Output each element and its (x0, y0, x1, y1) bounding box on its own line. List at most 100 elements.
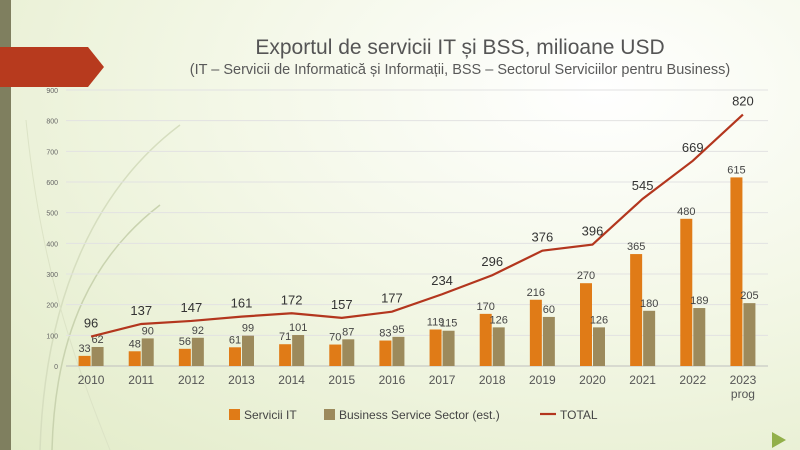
data-label-total: 161 (231, 296, 253, 311)
bar-servicii-it (429, 329, 442, 366)
x-tick-label: 2013 (228, 373, 255, 387)
x-tick-label: 2017 (429, 373, 456, 387)
y-tick-label: 400 (46, 241, 58, 248)
x-tick-label: 2012 (178, 373, 205, 387)
bar-servicii-it (630, 254, 643, 366)
y-tick-label: 100 (46, 333, 58, 340)
data-label-bss: 99 (242, 323, 254, 335)
bar-servicii-it (479, 313, 492, 366)
data-label-total: 296 (481, 254, 503, 269)
bar-bss (743, 303, 756, 366)
data-label-bss: 189 (690, 295, 708, 307)
data-label-total: 147 (181, 300, 203, 315)
legend-label-it: Servicii IT (244, 408, 297, 422)
legend-label-bss: Business Service Sector (est.) (339, 408, 500, 422)
bar-bss (342, 339, 355, 366)
data-label-bss: 126 (490, 314, 508, 326)
bar-bss (392, 336, 405, 366)
bar-servicii-it (178, 348, 191, 366)
data-label-total: 820 (732, 94, 754, 109)
y-tick-label: 600 (46, 180, 58, 187)
data-label-it: 71 (279, 331, 291, 343)
data-label-bss: 90 (142, 325, 154, 337)
data-label-total: 234 (431, 273, 453, 288)
bar-bss (593, 327, 605, 366)
legend-swatch-it (229, 409, 240, 420)
data-label-bss: 92 (192, 325, 204, 337)
y-tick-label: 200 (46, 303, 58, 310)
bar-servicii-it (730, 177, 743, 366)
data-label-it: 480 (677, 206, 695, 218)
data-label-total: 376 (532, 230, 554, 245)
bar-bss (492, 327, 505, 366)
bar-servicii-it (128, 351, 141, 366)
data-label-it: 615 (727, 164, 745, 176)
bar-bss (442, 330, 455, 366)
legend-label-total: TOTAL (560, 408, 598, 422)
bar-bss (292, 335, 305, 366)
data-label-total: 96 (84, 316, 98, 331)
data-label-it: 365 (627, 241, 645, 253)
data-label-bss: 205 (740, 290, 758, 302)
decorative-curve (25, 119, 111, 450)
bar-bss (643, 310, 656, 366)
bar-bss (693, 308, 706, 366)
data-label-it: 83 (379, 328, 391, 340)
bar-bss (242, 335, 254, 366)
x-tick-label: 2014 (278, 373, 305, 387)
data-label-it: 33 (78, 343, 90, 355)
data-label-it: 70 (329, 332, 341, 344)
x-tick-label: 2019 (529, 373, 556, 387)
bar-servicii-it (529, 299, 542, 366)
x-tick-label: 2022 (679, 373, 706, 387)
left-accent-bar (0, 0, 11, 450)
bar-servicii-it (329, 344, 342, 366)
data-label-total: 177 (381, 291, 403, 306)
title-arrow-shape (0, 47, 104, 87)
bar-servicii-it (78, 355, 91, 366)
bar-bss (141, 338, 154, 366)
data-label-bss: 62 (91, 334, 103, 346)
bar-bss (542, 316, 555, 366)
data-label-total: 669 (682, 140, 704, 155)
x-tick-label: 2018 (479, 373, 506, 387)
data-label-bss: 126 (590, 314, 608, 326)
data-label-it: 48 (129, 338, 141, 350)
y-tick-label: 900 (46, 88, 58, 95)
y-tick-label: 500 (46, 211, 58, 218)
data-label-it: 119 (427, 317, 445, 329)
chart-subtitle: (IT – Servicii de Informatică și Informa… (189, 62, 731, 78)
data-label-it: 170 (477, 301, 495, 313)
x-tick-label: 2016 (379, 373, 406, 387)
y-tick-label: 300 (46, 272, 58, 279)
bar-servicii-it (229, 347, 241, 366)
data-label-bss: 87 (342, 326, 354, 338)
x-tick-label: 2010 (78, 373, 105, 387)
data-label-bss: 115 (440, 318, 458, 330)
data-label-total: 545 (632, 178, 654, 193)
data-label-total: 396 (582, 224, 604, 239)
data-label-bss: 101 (289, 322, 307, 334)
x-tick-label: 2015 (328, 373, 355, 387)
total-line (90, 113, 744, 338)
data-label-bss: 180 (640, 298, 658, 310)
bar-servicii-it (279, 344, 292, 366)
data-label-total: 137 (130, 303, 152, 318)
data-label-it: 270 (577, 270, 595, 282)
bar-bss (91, 346, 104, 366)
bar-servicii-it (379, 340, 392, 366)
data-label-total: 157 (331, 297, 353, 312)
data-label-bss: 95 (392, 324, 404, 336)
bar-servicii-it (580, 283, 592, 366)
y-tick-label: 800 (46, 119, 58, 126)
bottom-right-triangle-icon (772, 432, 786, 448)
bar-servicii-it (680, 218, 693, 366)
legend-swatch-bss (324, 409, 335, 420)
data-label-it: 216 (527, 287, 545, 299)
x-tick-label: 2023 prog (730, 373, 757, 401)
data-label-it: 61 (229, 334, 241, 346)
x-tick-label: 2011 (128, 373, 154, 387)
